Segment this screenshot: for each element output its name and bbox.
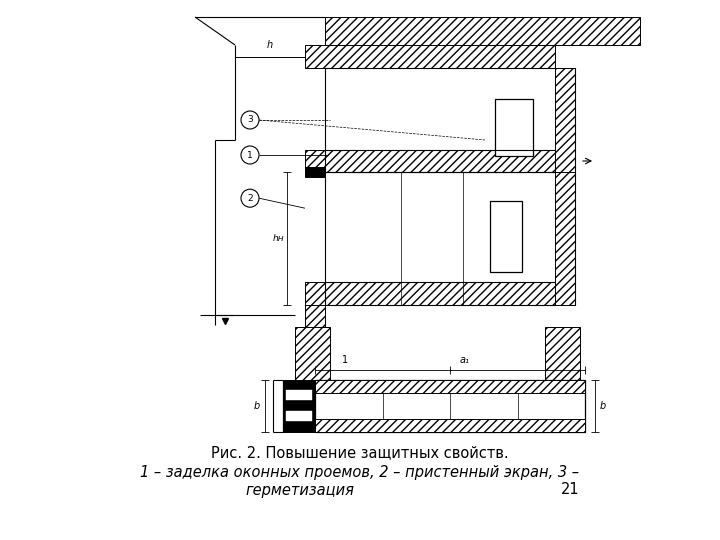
Text: a₁: a₁ (460, 355, 470, 365)
Text: Рис. 2. Повышение защитных свойств.: Рис. 2. Повышение защитных свойств. (211, 446, 509, 461)
Bar (315, 380, 585, 393)
Text: h: h (267, 40, 273, 51)
Text: 1: 1 (247, 151, 253, 159)
Bar (315, 380, 585, 432)
Text: b: b (253, 401, 260, 411)
Text: герметизация: герметизация (246, 483, 354, 497)
Bar (495, 99, 533, 157)
Bar (545, 327, 580, 392)
Circle shape (241, 111, 259, 129)
Bar (283, 380, 315, 432)
Bar (305, 45, 555, 68)
Text: 1: 1 (342, 355, 348, 365)
Text: hн: hн (272, 234, 284, 243)
Bar (305, 150, 555, 172)
Bar (286, 411, 312, 421)
Bar (555, 68, 575, 172)
Text: 2: 2 (247, 194, 253, 202)
Bar (325, 17, 640, 45)
Bar (490, 201, 522, 272)
Bar (286, 390, 312, 400)
Circle shape (241, 146, 259, 164)
Bar (295, 327, 330, 392)
Bar (555, 150, 575, 305)
Circle shape (241, 189, 259, 207)
Text: 3: 3 (247, 116, 253, 125)
Bar (305, 167, 325, 177)
Text: 21: 21 (561, 483, 580, 497)
Text: b: b (600, 401, 606, 411)
Bar (315, 419, 585, 432)
Bar (305, 305, 325, 332)
Text: 1 – заделка оконных проемов, 2 – пристенный экран, 3 –: 1 – заделка оконных проемов, 2 – пристен… (140, 464, 580, 480)
Bar (305, 282, 555, 305)
